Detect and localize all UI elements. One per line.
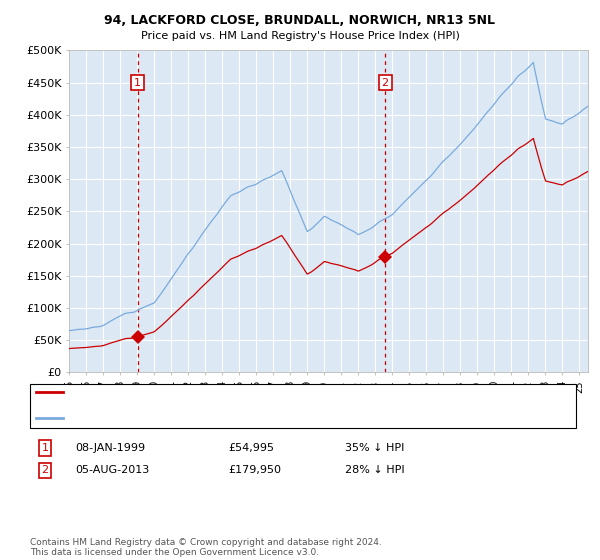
Text: £54,995: £54,995	[228, 443, 274, 453]
Text: 08-JAN-1999: 08-JAN-1999	[75, 443, 145, 453]
Text: 2: 2	[41, 465, 49, 475]
Text: 35% ↓ HPI: 35% ↓ HPI	[345, 443, 404, 453]
Text: Price paid vs. HM Land Registry's House Price Index (HPI): Price paid vs. HM Land Registry's House …	[140, 31, 460, 41]
Text: 2: 2	[382, 78, 389, 87]
Text: 05-AUG-2013: 05-AUG-2013	[75, 465, 149, 475]
Text: 1: 1	[41, 443, 49, 453]
Text: £179,950: £179,950	[228, 465, 281, 475]
Text: Contains HM Land Registry data © Crown copyright and database right 2024.
This d: Contains HM Land Registry data © Crown c…	[30, 538, 382, 557]
Text: HPI: Average price, detached house, Broadland: HPI: Average price, detached house, Broa…	[69, 413, 315, 423]
Text: 94, LACKFORD CLOSE, BRUNDALL, NORWICH, NR13 5NL (detached house): 94, LACKFORD CLOSE, BRUNDALL, NORWICH, N…	[69, 387, 456, 397]
Text: 1: 1	[134, 78, 141, 87]
Text: 94, LACKFORD CLOSE, BRUNDALL, NORWICH, NR13 5NL: 94, LACKFORD CLOSE, BRUNDALL, NORWICH, N…	[104, 14, 496, 27]
Text: 28% ↓ HPI: 28% ↓ HPI	[345, 465, 404, 475]
